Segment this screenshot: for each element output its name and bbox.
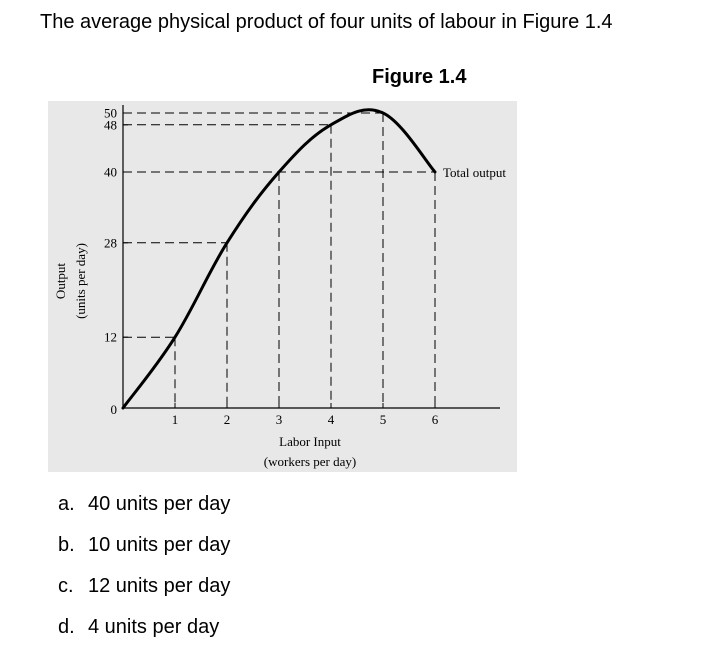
answer-letter: c.: [58, 575, 74, 597]
answer-options: a. 40 units per day b. 10 units per day c.…: [58, 490, 230, 654]
y-tick-label: 50: [104, 106, 117, 121]
answer-text: 4 units per day: [88, 616, 220, 638]
answer-letter: d.: [58, 616, 75, 638]
x-tick-label: 5: [380, 412, 387, 427]
y-axis-label-line2: (units per day): [73, 243, 88, 319]
y-tick-label: 40: [104, 165, 117, 180]
x-tick-label: 1: [172, 412, 179, 427]
answer-option-d[interactable]: d. 4 units per day: [58, 613, 230, 654]
y-tick-label: 48: [104, 117, 117, 132]
answer-text: 12 units per day: [88, 575, 231, 597]
answer-option-b[interactable]: b. 10 units per day: [58, 531, 230, 572]
answer-option-a[interactable]: a. 40 units per day: [58, 490, 230, 531]
x-axis-label-line1: Labor Input: [279, 434, 341, 449]
y-axis-label-line1: Output: [53, 263, 68, 300]
answer-letter: b.: [58, 534, 75, 556]
figure-caption: Figure 1.4: [372, 66, 467, 88]
answer-option-c[interactable]: c. 12 units per day: [58, 572, 230, 613]
x-tick-label: 2: [224, 412, 231, 427]
y-tick-label: 12: [104, 330, 117, 345]
series-label: Total output: [443, 165, 506, 180]
answer-text: 10 units per day: [88, 534, 231, 556]
x-tick-label: 3: [276, 412, 283, 427]
plot-background: [48, 101, 517, 472]
y-tick-label: 28: [104, 235, 117, 250]
question-text: The average physical product of four uni…: [40, 11, 613, 33]
answer-text: 40 units per day: [88, 493, 231, 515]
x-axis-label-line2: (workers per day): [264, 454, 356, 469]
x-tick-label: 4: [328, 412, 335, 427]
x-tick-label: 6: [432, 412, 439, 427]
y-tick-label: 0: [111, 402, 118, 417]
total-output-curve: [121, 108, 437, 410]
answer-letter: a.: [58, 493, 75, 515]
